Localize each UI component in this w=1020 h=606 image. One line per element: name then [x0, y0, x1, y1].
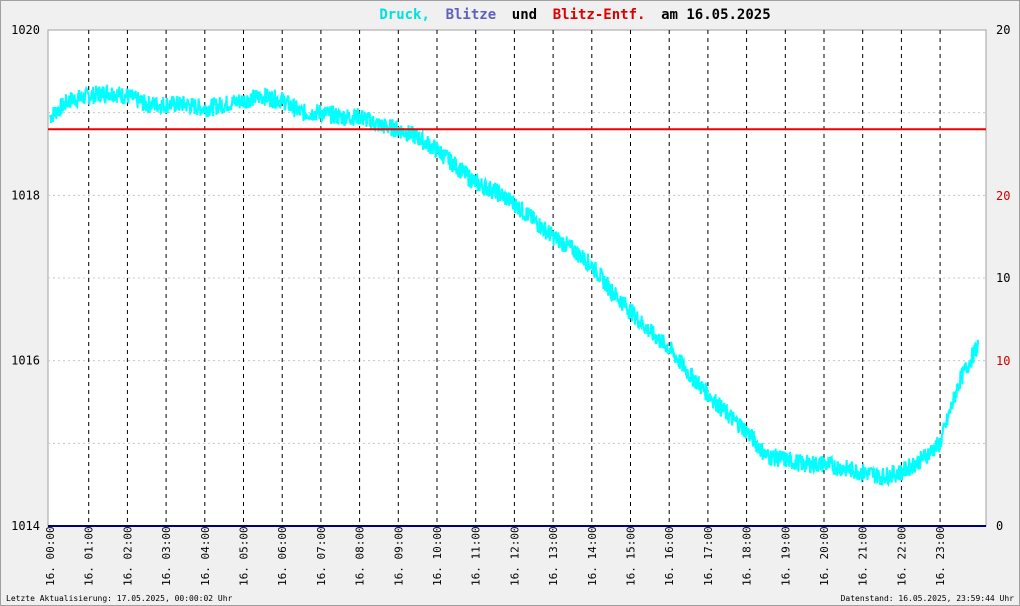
x-tick-label: 16. 07:00 [315, 526, 328, 586]
title-date: am 16.05.2025 [661, 7, 771, 23]
y-left-tick-label: 1014 [11, 519, 40, 533]
x-tick-label: 16. 05:00 [238, 526, 251, 586]
y-axis-left: 1014 1016 1018 1020 [11, 23, 40, 533]
pressure-line [49, 84, 980, 488]
x-tick-label: 16. 13:00 [547, 526, 560, 586]
series-layer [48, 84, 986, 527]
title-druck: Druck, [379, 7, 430, 23]
y-left-tick-label: 1018 [11, 188, 40, 202]
y-right-tick-label: 0 [996, 519, 1003, 533]
x-tick-label: 16. 02:00 [121, 526, 134, 586]
x-tick-label: 16. 18:00 [741, 526, 754, 586]
footer-data-status: Datenstand: 16.05.2025, 23:59:44 Uhr [841, 594, 1015, 603]
y-right-tick-label: 10 [996, 271, 1010, 285]
x-tick-label: 16. 01:00 [83, 526, 96, 586]
x-tick-label: 16. 08:00 [354, 526, 367, 586]
x-tick-label: 16. 09:00 [392, 526, 405, 586]
x-tick-label: 16. 15:00 [625, 526, 638, 586]
y-axis-right: 0 10 20 10 20 [996, 23, 1010, 533]
y-left-tick-label: 1016 [11, 354, 40, 368]
y-left-tick-label: 1020 [11, 23, 40, 37]
y-right-red-tick-label: 20 [996, 189, 1010, 203]
x-tick-label: 16. 12:00 [508, 526, 521, 586]
footer-last-update: Letzte Aktualisierung: 17.05.2025, 00:00… [6, 594, 233, 603]
x-tick-label: 16. 20:00 [818, 526, 831, 586]
x-tick-label: 16. 00:00 [44, 526, 57, 586]
y-right-red-tick-label: 10 [996, 354, 1010, 368]
x-tick-label: 16. 21:00 [857, 526, 870, 586]
x-tick-label: 16. 06:00 [276, 526, 289, 586]
y-right-tick-label: 20 [996, 23, 1010, 37]
x-tick-label: 16. 16:00 [663, 526, 676, 586]
x-tick-label: 16. 11:00 [470, 526, 483, 586]
x-tick-label: 16. 03:00 [160, 526, 173, 586]
x-tick-label: 16. 22:00 [895, 526, 908, 586]
title-blitze: Blitze [446, 7, 497, 23]
x-tick-label: 16. 17:00 [702, 526, 715, 586]
x-tick-label: 16. 14:00 [586, 526, 599, 586]
x-tick-label: 16. 23:00 [934, 526, 947, 586]
x-tick-label: 16. 10:00 [431, 526, 444, 586]
x-tick-label: 16. 19:00 [779, 526, 792, 586]
x-axis-labels: 16. 00:00 16. 01:00 16. 02:00 16. 03:00 16. … [44, 526, 947, 586]
x-tick-label: 16. 04:00 [199, 526, 212, 586]
title-und: und [512, 7, 537, 23]
title-blitz-entf: Blitz-Entf. [553, 7, 646, 23]
chart-title: Druck, Blitze und Blitz-Entf. am 16.05.2… [379, 4, 770, 23]
